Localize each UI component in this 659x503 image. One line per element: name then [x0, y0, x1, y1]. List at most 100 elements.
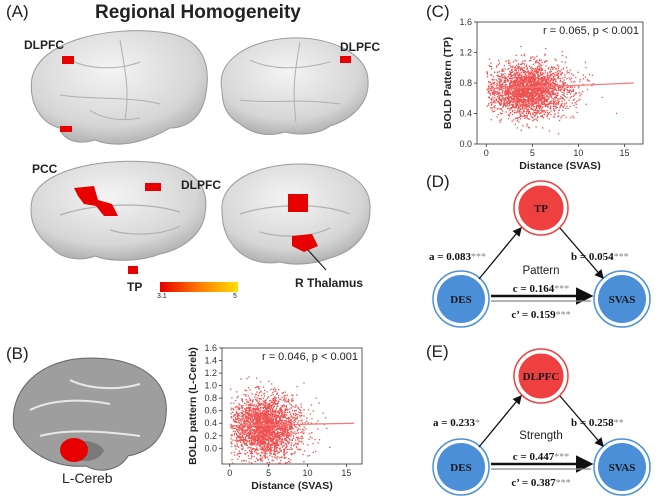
scatter-c-point: [495, 99, 498, 101]
scatter-c-point: [546, 87, 548, 89]
scatter-b-point: [265, 404, 267, 406]
scatter-b-point: [264, 426, 266, 428]
scatter-b-point: [281, 431, 284, 434]
scatter-b-point: [260, 391, 262, 393]
scatter-b-point: [256, 448, 258, 450]
scatter-c-point: [549, 108, 551, 110]
scatter-c-point: [530, 108, 532, 110]
scatter-c-point: [529, 88, 531, 91]
scatter-b-point: [283, 427, 285, 429]
scatter-c-point: [567, 86, 569, 88]
scatter-b-point: [249, 434, 251, 436]
scatter-c-point: [504, 84, 506, 86]
scatter-b-point: [290, 419, 292, 421]
scatter-c-point: [545, 98, 547, 100]
scatter-c-point: [523, 105, 526, 107]
scatter-b-point: [264, 411, 266, 413]
scatter-b-point: [256, 405, 259, 408]
scatter-b-point: [302, 432, 304, 435]
scatter-c-point: [523, 104, 525, 106]
scatter-b-point: [270, 422, 272, 425]
scatter-b-point: [251, 429, 253, 431]
scatter-b-point: [254, 415, 256, 417]
scatter-b-point: [278, 388, 280, 391]
scatter-b-point: [252, 423, 255, 425]
scatter-b-point: [281, 427, 283, 430]
scatter-c-point: [546, 100, 548, 103]
scatter-b-point: [257, 402, 259, 404]
scatter-b-point: [249, 422, 251, 424]
scatter-c-point: [556, 77, 559, 79]
scatter-c-point: [558, 89, 560, 91]
scatter-b-point: [254, 430, 256, 432]
scatter-b-point: [265, 408, 267, 410]
scatter-b-point: [261, 443, 263, 445]
scatter-b-point: [287, 424, 289, 427]
scatter-b-point: [244, 408, 246, 410]
scatter-b-point: [293, 419, 295, 421]
scatter-b-point: [273, 425, 275, 427]
scatter-b-point: [266, 450, 268, 452]
scatter-c-point: [548, 130, 551, 132]
scatter-b-point: [303, 426, 305, 428]
scatter-c-point: [546, 60, 548, 62]
scatter-c-point: [560, 78, 562, 80]
scatter-b-point: [292, 435, 295, 437]
scatter-c-point: [573, 98, 576, 100]
scatter-c-point: [520, 78, 522, 80]
scatter-b-point: [285, 406, 288, 408]
scatter-c-point: [516, 127, 518, 129]
scatter-c-point: [536, 89, 539, 91]
scatter-c-point: [499, 92, 501, 94]
scatter-c-point: [557, 112, 559, 114]
scatter-c-point: [523, 67, 526, 69]
scatter-b-point: [275, 414, 277, 417]
scatter-c-point: [494, 94, 496, 97]
scatter-b-point: [260, 448, 263, 450]
scatter-b-point: [265, 438, 267, 440]
scatter-c-point: [524, 76, 526, 78]
scatter-b-point: [278, 420, 280, 422]
scatter-c-point: [550, 100, 552, 103]
scatter-b-point: [239, 436, 241, 438]
scatter-b-point: [272, 450, 274, 452]
scatter-b-stat-annotation: r = 0.046, p < 0.001: [262, 351, 358, 363]
scatter-c-point: [518, 83, 520, 85]
scatter-b-point: [311, 437, 313, 439]
scatter-b-point: [274, 450, 276, 452]
scatter-c-point: [521, 93, 523, 95]
scatter-b-point: [253, 418, 255, 420]
scatter-c-point: [520, 92, 523, 94]
scatter-b-point: [266, 427, 269, 429]
scatter-c-point: [522, 89, 525, 91]
brain-left-medial: [30, 160, 207, 274]
scatter-c-point: [523, 53, 526, 55]
scatter-b-point: [250, 458, 252, 460]
scatter-c-point: [520, 115, 523, 117]
scatter-c-point: [573, 94, 575, 96]
scatter-b-point: [246, 423, 248, 425]
scatter-c-point: [534, 79, 536, 81]
scatter-b-point: [242, 459, 245, 462]
scatter-c-point: [492, 79, 494, 81]
scatter-b-point: [280, 405, 283, 407]
scatter-b-point: [296, 443, 298, 445]
scatter-b-point: [244, 402, 246, 405]
scatter-b-point: [245, 431, 247, 433]
scatter-c-point: [524, 92, 526, 94]
scatter-b-point: [248, 426, 250, 428]
scatter-b-point: [237, 395, 239, 398]
scatter-c-point: [529, 100, 531, 102]
scatter-b-point: [250, 451, 252, 453]
scatter-c-point: [526, 67, 528, 69]
scatter-b-point: [256, 449, 258, 451]
scatter-c-point: [529, 67, 532, 69]
scatter-b-point: [251, 433, 253, 436]
scatter-c-point: [501, 83, 503, 85]
scatter-b-point: [275, 445, 277, 447]
scatter-b-y-tick-label: 1.6: [204, 343, 217, 353]
scatter-c-point: [502, 106, 504, 108]
scatter-c-point: [532, 114, 534, 116]
scatter-c-point: [570, 89, 572, 91]
scatter-c-point: [519, 105, 522, 107]
